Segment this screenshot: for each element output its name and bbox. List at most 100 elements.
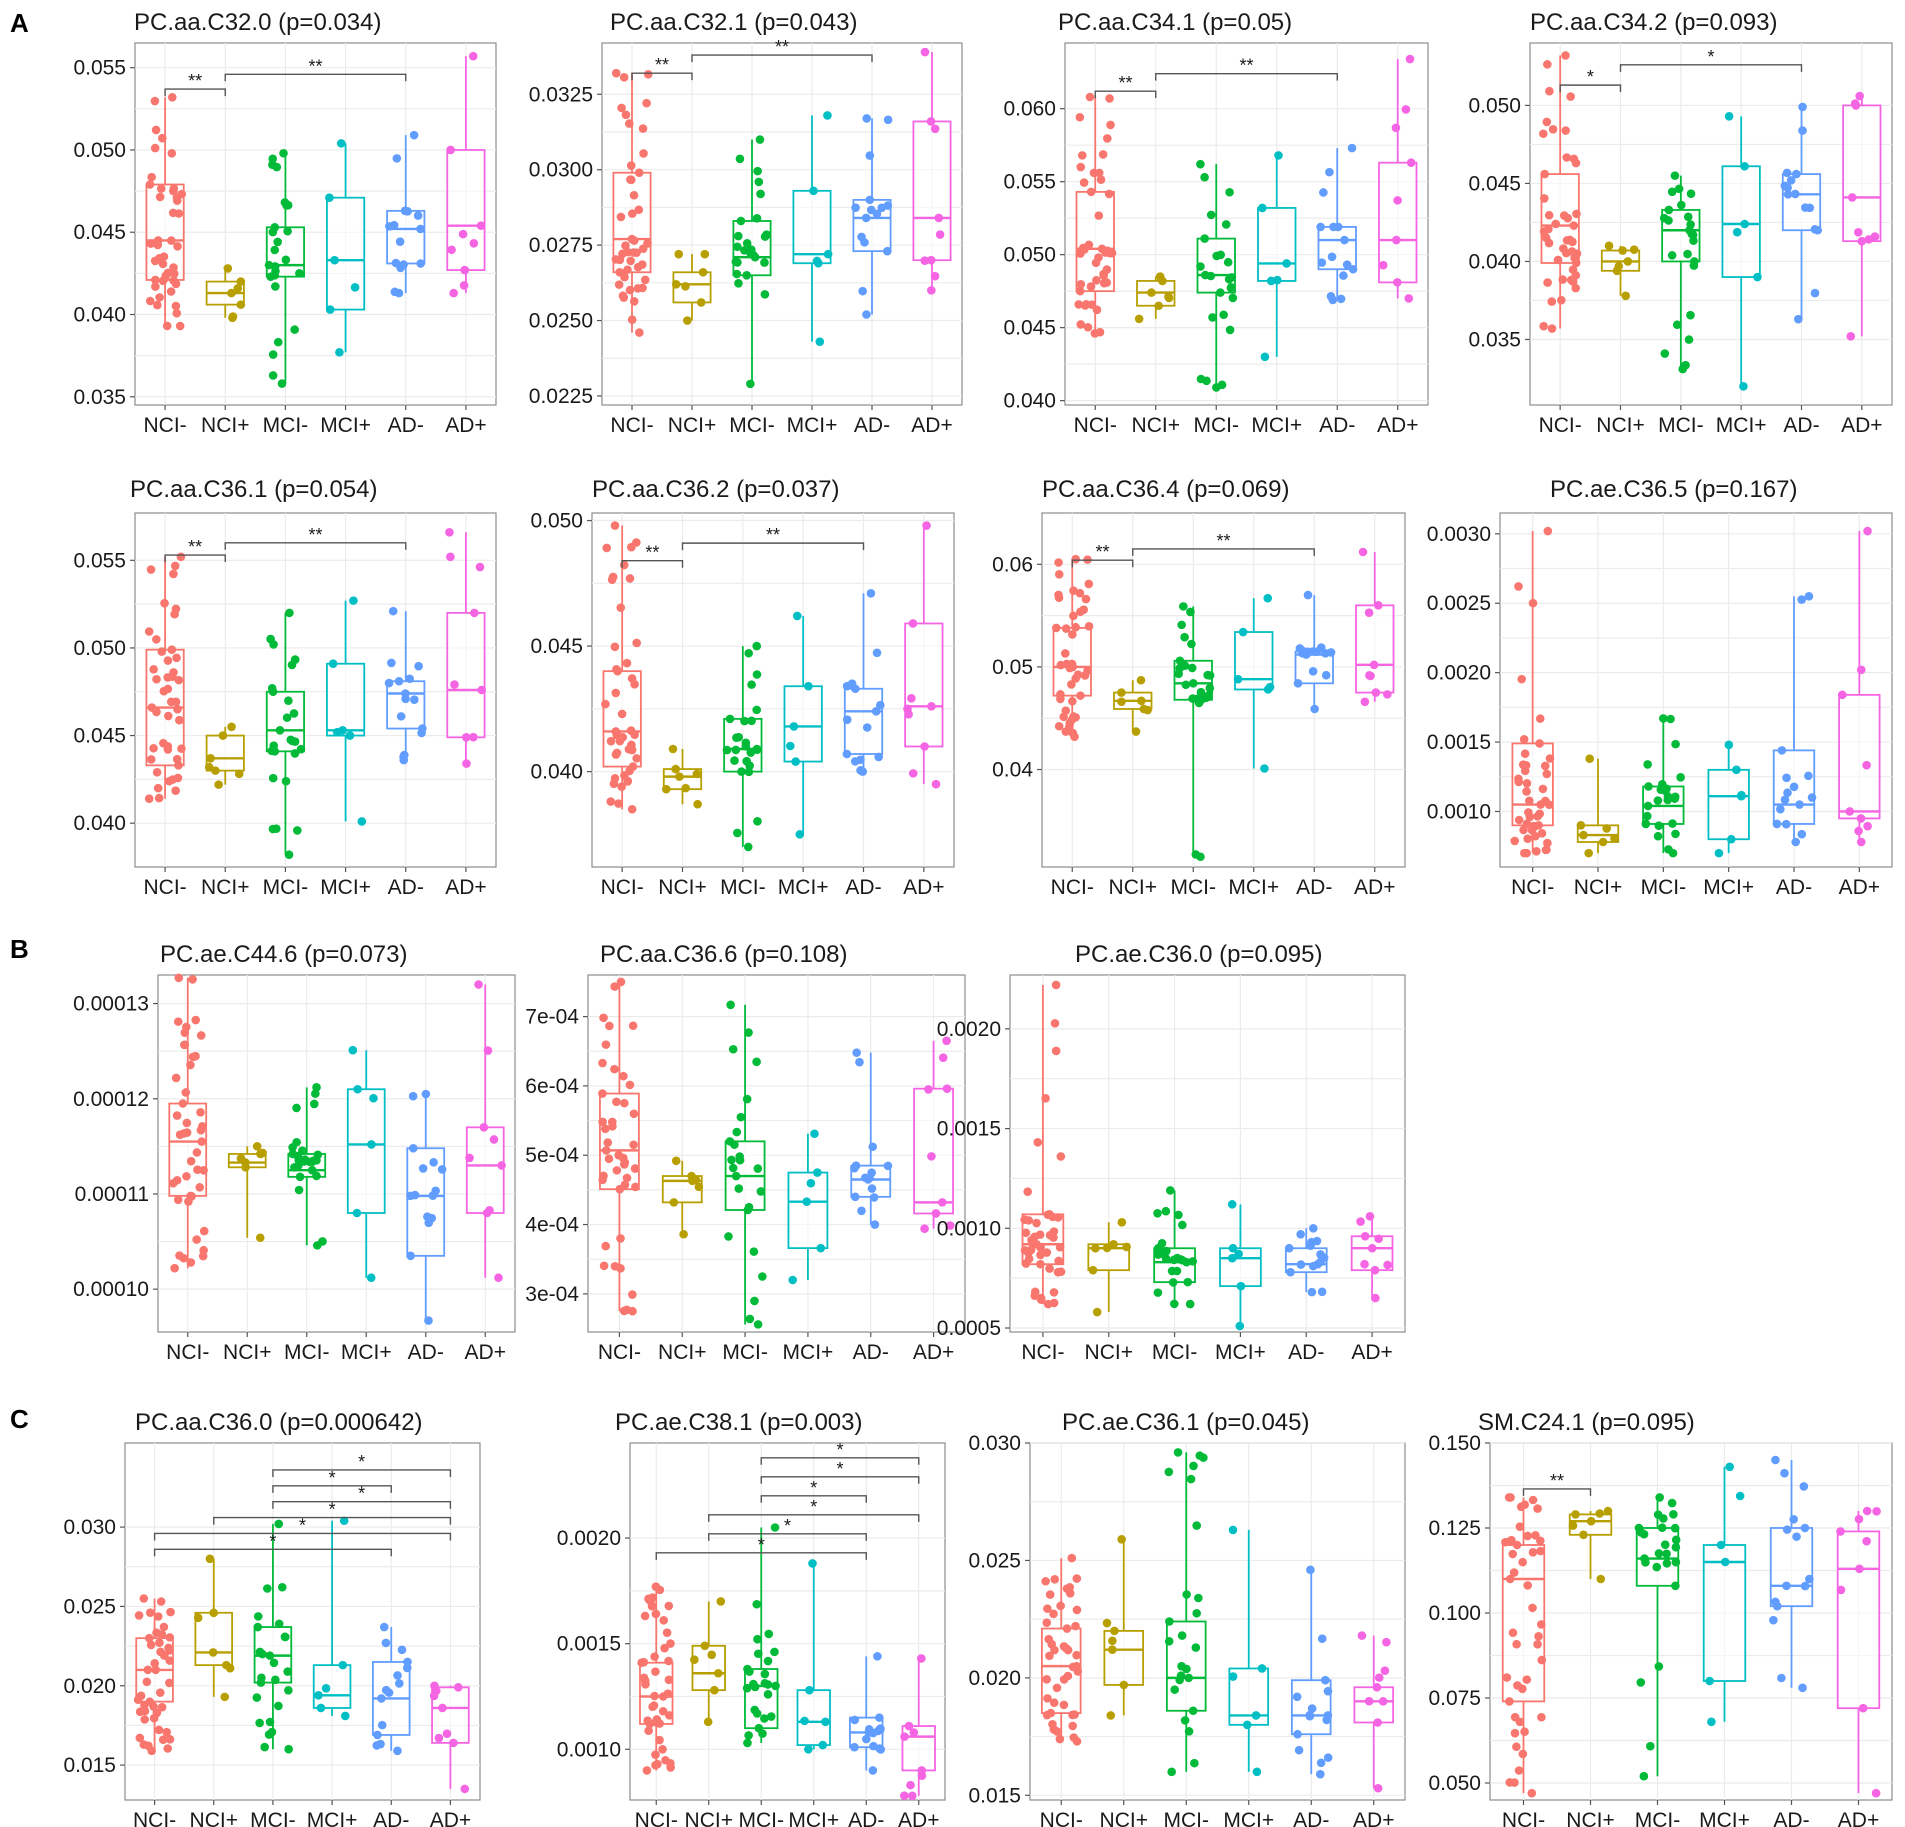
data-point [764, 1629, 774, 1639]
data-point [601, 1241, 610, 1251]
data-point [611, 750, 621, 759]
data-point [1654, 821, 1664, 830]
data-point [937, 1198, 947, 1207]
data-point [1167, 1767, 1176, 1777]
data-point [1671, 829, 1680, 839]
data-point [1177, 1631, 1187, 1640]
data-point [1541, 845, 1551, 855]
data-point [283, 1667, 292, 1676]
data-point [862, 723, 872, 732]
data-point [1134, 314, 1144, 324]
data-point [1739, 381, 1748, 391]
data-point [806, 1178, 816, 1188]
data-point [850, 1715, 860, 1725]
data-point [1789, 782, 1799, 792]
data-point [410, 695, 419, 705]
data-point [619, 1071, 628, 1081]
data-point [287, 660, 297, 670]
significance-bracket [631, 72, 693, 81]
data-point [1505, 1697, 1514, 1706]
data-point [1045, 1590, 1055, 1599]
data-point [1235, 1321, 1245, 1331]
data-point [752, 1057, 761, 1067]
data-point [1514, 815, 1524, 825]
data-point [1563, 213, 1573, 223]
data-point [1175, 663, 1185, 673]
data-point [750, 1296, 759, 1306]
data-point [1191, 1643, 1201, 1652]
data-point [1671, 1535, 1681, 1545]
x-tick-label: AD- [388, 414, 424, 437]
plot-background [1029, 1442, 1406, 1801]
data-point [1194, 698, 1204, 708]
data-point [1068, 1721, 1078, 1731]
x-tick-label: MCI+ [783, 1341, 834, 1364]
data-point [376, 1739, 385, 1749]
y-tick-label: 0.020 [968, 1667, 1021, 1690]
significance-label: * [329, 1500, 336, 1520]
data-point [1161, 1206, 1171, 1216]
data-point [1257, 1664, 1267, 1673]
data-point [1043, 1210, 1053, 1219]
data-point [1674, 184, 1684, 194]
data-point [196, 1031, 206, 1040]
box [1257, 207, 1297, 282]
data-point [599, 1171, 608, 1181]
data-point [1391, 123, 1401, 133]
data-point [1857, 236, 1867, 246]
data-point [1686, 189, 1696, 198]
data-point [1233, 674, 1243, 684]
data-point [348, 1045, 358, 1055]
data-point [193, 1165, 202, 1174]
plot-background [601, 42, 963, 406]
data-point [621, 241, 630, 250]
data-point [274, 1619, 284, 1629]
data-point [1732, 765, 1741, 775]
data-point [177, 189, 187, 199]
data-point [756, 1187, 766, 1196]
data-point [1863, 821, 1872, 831]
data-point [211, 766, 220, 775]
x-tick-label: NCI- [1511, 876, 1554, 899]
data-point [157, 647, 167, 656]
data-point [740, 246, 749, 255]
data-point [850, 1742, 859, 1752]
data-point [1068, 630, 1077, 639]
data-point [735, 154, 745, 164]
data-point [384, 678, 394, 688]
data-point [883, 115, 893, 125]
significance-bracket [153, 1532, 452, 1541]
data-point [1514, 774, 1523, 784]
data-point [1392, 235, 1401, 245]
data-point [1797, 829, 1807, 839]
data-point [1856, 665, 1866, 675]
data-point [277, 379, 287, 388]
data-point [384, 1688, 394, 1697]
data-point [620, 1160, 629, 1169]
data-point [154, 793, 164, 803]
data-point [627, 315, 637, 325]
data-point [460, 265, 470, 275]
data-point [149, 665, 158, 674]
data-point [1855, 91, 1864, 101]
data-point [1105, 94, 1114, 103]
data-point [1780, 795, 1790, 805]
data-point [1326, 292, 1336, 301]
x-tick-label: NCI- [1051, 876, 1094, 899]
data-point [1175, 1675, 1184, 1685]
data-point [265, 1651, 275, 1660]
data-point [620, 1098, 629, 1108]
data-point [1655, 1493, 1664, 1502]
data-point [742, 1094, 752, 1104]
data-point [192, 1235, 201, 1244]
data-point [1373, 1718, 1382, 1727]
data-point [1374, 1673, 1384, 1682]
data-point [1720, 1557, 1730, 1567]
x-tick-label: MCI+ [1223, 1809, 1274, 1827]
data-point [258, 1148, 267, 1158]
data-point [158, 1735, 168, 1745]
data-point [731, 745, 741, 755]
data-point [290, 749, 300, 758]
data-point [1295, 644, 1305, 653]
